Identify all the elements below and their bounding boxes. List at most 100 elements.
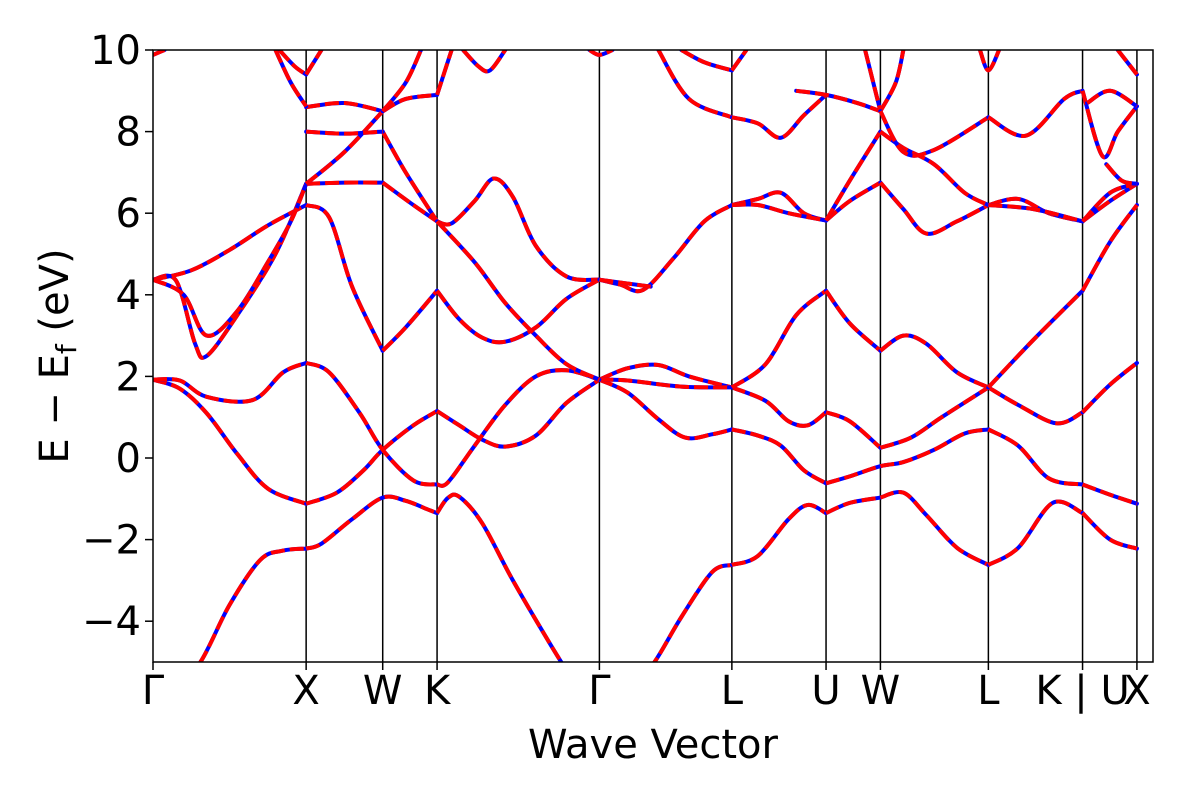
kpoint-lines: [305, 50, 1138, 662]
band-line-dashed: [879, 129, 990, 207]
band-line-dashed: [652, 562, 733, 662]
band-line-dashed: [435, 220, 601, 382]
x-tick-label: Γ: [588, 668, 611, 714]
band-line-dashed: [153, 377, 307, 506]
band-line-solid: [435, 219, 602, 382]
band-line-dashed: [381, 180, 439, 224]
band-line-dashed: [795, 88, 882, 114]
band-line-dashed: [1081, 361, 1139, 414]
band-line-dashed: [436, 368, 601, 488]
band-line-dashed: [1086, 88, 1139, 109]
band-line-dashed: [978, 50, 1001, 73]
band-line-solid: [986, 427, 1085, 487]
band-line-dashed: [863, 50, 883, 112]
x-tick-label: W: [861, 668, 901, 714]
band-line-solid: [435, 277, 602, 345]
y-axis-title: E − Ef (eV): [32, 248, 83, 463]
band-line-dashed: [381, 289, 439, 353]
band-line-dashed: [598, 377, 733, 441]
x-axis-title: Wave Vector: [528, 722, 779, 768]
band-line-dashed: [304, 109, 385, 186]
band-line-dashed: [305, 203, 385, 352]
x-tick-label: X: [1123, 668, 1150, 714]
band-line-dashed: [824, 289, 882, 353]
y-tick-label: −4: [82, 599, 141, 645]
bands-layer: [153, 50, 1139, 662]
band-line-dashed: [1116, 50, 1139, 76]
band-line-dashed: [824, 130, 883, 222]
y-tick-label: 8: [116, 110, 141, 156]
band-line-solid: [435, 492, 564, 662]
band-line-dashed: [878, 50, 906, 113]
band-line-dashed: [1081, 511, 1138, 551]
y-tick-label: 4: [116, 273, 141, 319]
y-tick-label: 0: [116, 436, 141, 482]
band-line-dashed: [879, 333, 990, 390]
band-line-solid: [729, 385, 829, 428]
y-tick-label: 2: [116, 354, 141, 400]
x-tick-label: X: [292, 668, 319, 714]
band-line-dashed: [878, 110, 990, 158]
band-line-dashed: [599, 377, 732, 390]
y-tick-label: −2: [82, 518, 141, 564]
band-line-solid: [729, 92, 829, 140]
band-line-dashed: [680, 50, 733, 73]
band-line-dashed: [730, 50, 749, 72]
band-line-dashed: [825, 410, 882, 450]
band-line-dashed: [305, 494, 438, 551]
plot-frame: [152, 49, 1154, 663]
band-line-dashed: [153, 361, 307, 404]
band-line-dashed: [987, 427, 1083, 487]
band-line-dashed: [381, 50, 423, 113]
x-tick-label: Γ: [142, 668, 165, 714]
band-line-dashed: [731, 385, 828, 428]
band-line-dashed: [1081, 482, 1138, 506]
band-line-dashed: [656, 50, 733, 120]
band-line-dashed: [153, 183, 308, 360]
band-line-dashed: [598, 362, 733, 390]
band-line-dashed: [988, 203, 1084, 224]
x-tick-label: W: [363, 668, 403, 714]
band-line-dashed: [380, 130, 439, 223]
band-line-dashed: [435, 492, 564, 662]
band-line-solid: [652, 562, 734, 662]
band-line-dashed: [435, 50, 454, 96]
y-axis-title-subscript: f: [50, 343, 83, 354]
x-tick-label: L: [977, 668, 1000, 714]
band-line-dashed: [1080, 203, 1139, 292]
band-line-solid: [153, 181, 309, 338]
band-line-solid: [153, 181, 309, 360]
band-line-solid: [986, 385, 1085, 426]
band-line-solid: [153, 360, 309, 404]
band-line-dashed: [305, 361, 438, 487]
band-line-dashed: [461, 50, 507, 74]
band-line-dashed: [824, 180, 882, 223]
band-line-dashed: [153, 183, 308, 338]
band-line-solid: [729, 288, 829, 390]
band-line-dashed: [306, 129, 383, 136]
band-line-dashed: [730, 289, 828, 390]
band-line-dashed: [305, 409, 439, 506]
band-line-dashed: [987, 499, 1084, 567]
band-line-dashed: [825, 495, 881, 515]
band-line-dashed: [599, 277, 651, 289]
band-line-dashed: [731, 427, 828, 486]
band-line-dashed: [436, 176, 600, 282]
band-line-dashed: [277, 50, 308, 77]
x-tick-label: L: [721, 668, 744, 714]
band-line-dashed: [588, 50, 614, 57]
band-line-dashed: [305, 100, 384, 114]
band-line-dashed: [273, 50, 308, 108]
band-line-solid: [878, 490, 991, 567]
band-line-solid: [656, 50, 734, 120]
band-line-solid: [1080, 511, 1139, 551]
band-line-dashed: [435, 378, 601, 449]
band-line-solid: [824, 410, 883, 450]
band-line-dashed: [731, 202, 827, 223]
y-tick-label: 10: [90, 28, 141, 74]
band-line-solid: [878, 333, 991, 390]
x-tick-label: U: [811, 668, 840, 714]
band-line-dashed: [1104, 162, 1138, 186]
x-tick-label: K | U: [1035, 668, 1129, 714]
